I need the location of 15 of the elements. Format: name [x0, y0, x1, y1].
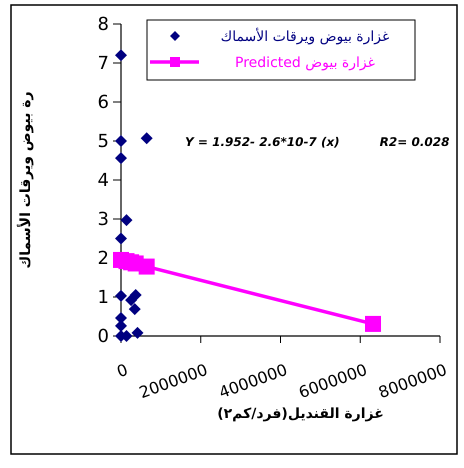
- y-tick-label: 7: [98, 53, 109, 74]
- y-tick-label: 4: [98, 170, 109, 191]
- y-tick-label: 3: [98, 209, 109, 230]
- y-axis-title: رة بيوض ويرقات الأسماك: [16, 91, 34, 269]
- annotation: R2= 0.028: [380, 135, 450, 149]
- y-tick-label: 1: [98, 287, 109, 308]
- legend: غزارة بيوض ويرقات الأسماك Predicted غزارة بيوض: [146, 20, 416, 80]
- y-tick-label: 0: [98, 326, 109, 347]
- x-axis-title: غزارة القنديل(فرد/كم٢): [217, 406, 384, 422]
- y-tick-label: 6: [98, 92, 109, 113]
- x-tick-label: 0: [114, 360, 130, 382]
- annotation: Y = 1.952- 2.6*10-7 (x): [185, 135, 340, 149]
- y-tick-label: 2: [98, 248, 109, 269]
- y-tick-label: 8: [98, 14, 109, 35]
- y-tick-label: 5: [98, 131, 109, 152]
